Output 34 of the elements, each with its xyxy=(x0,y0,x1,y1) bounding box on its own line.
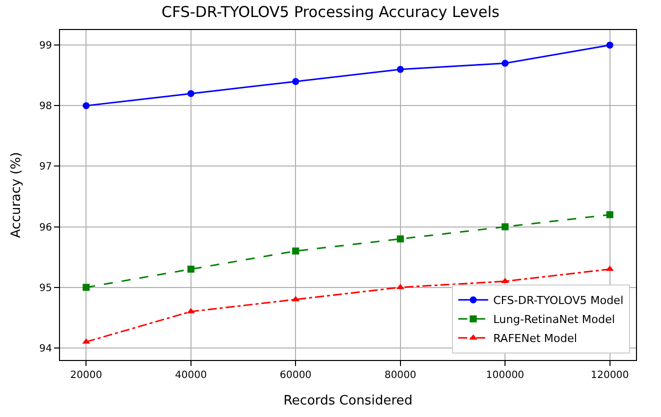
point xyxy=(502,60,509,67)
point xyxy=(396,284,404,290)
y-tick-label: 95 xyxy=(39,282,52,294)
point xyxy=(501,278,510,284)
point xyxy=(396,66,404,73)
point xyxy=(606,42,614,49)
y-tick-label: 94 xyxy=(39,343,52,354)
point xyxy=(82,102,90,110)
point xyxy=(292,248,300,255)
point xyxy=(82,284,90,291)
legend-label: Lung-RetinaNet Model xyxy=(493,313,615,326)
legend-label: RAFENet Model xyxy=(493,332,578,346)
y-tick-label: 98 xyxy=(39,101,52,112)
y-tick-label: 99 xyxy=(39,40,52,52)
point xyxy=(502,223,509,230)
point xyxy=(187,266,194,273)
legend-label: CFS-DR-TYOLOV5 Model xyxy=(493,294,624,308)
x-tick-label: 20000 xyxy=(70,370,102,381)
y-tick-label: 96 xyxy=(39,222,52,234)
point xyxy=(396,235,404,242)
x-tick-label: 40000 xyxy=(175,370,207,381)
point xyxy=(292,296,300,302)
point xyxy=(292,78,300,85)
point xyxy=(82,338,90,344)
y-axis-title: Accuracy (%) xyxy=(9,152,24,238)
x-tick-label: 80000 xyxy=(384,370,416,381)
point xyxy=(606,211,614,218)
chart-title: CFS-DR-TYOLOV5 Processing Accuracy Levels xyxy=(162,2,500,21)
x-tick-label: 120000 xyxy=(590,370,629,381)
x-tick-label: 60000 xyxy=(280,370,312,381)
y-tick-label: 97 xyxy=(39,162,52,173)
x-axis-title: Records Considered xyxy=(283,394,413,409)
x-tick-label: 100000 xyxy=(486,370,524,381)
point xyxy=(187,90,194,98)
